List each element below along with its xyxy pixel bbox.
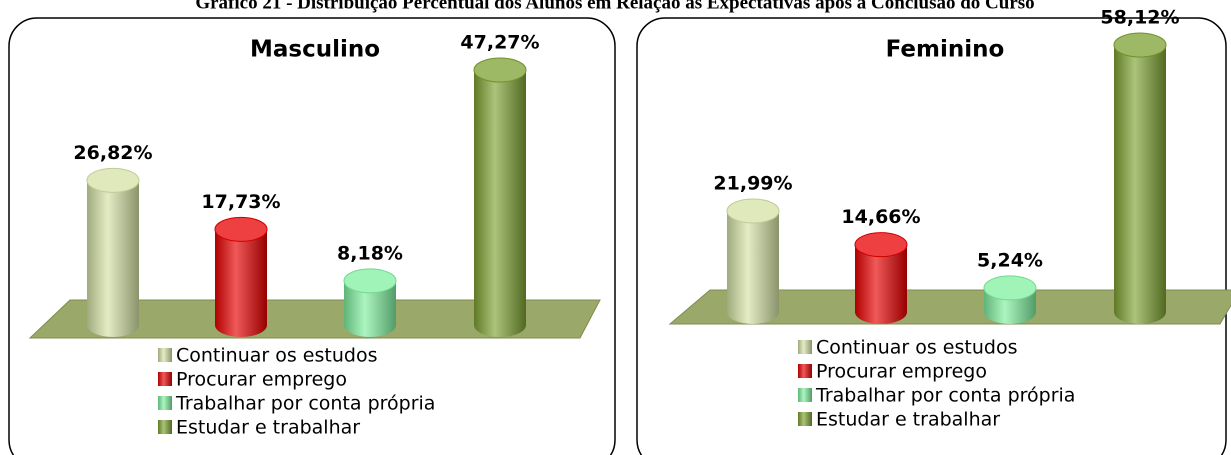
legend-label: Trabalhar por conta própria <box>175 393 435 415</box>
value-label: 14,66% <box>841 206 920 228</box>
legend-swatch <box>158 396 172 410</box>
value-label: 26,82% <box>73 142 152 164</box>
legend-swatch <box>158 372 172 386</box>
legend-label: Procurar emprego <box>816 361 987 383</box>
floor <box>28 299 601 339</box>
bar-top <box>214 216 268 242</box>
bar-top <box>854 232 908 258</box>
value-label: 5,24% <box>977 249 1043 271</box>
value-label: 21,99% <box>713 172 792 194</box>
legend-label: Continuar os estudos <box>176 345 377 367</box>
legend-label: Estudar e trabalhar <box>816 409 1000 431</box>
bar-top <box>726 198 780 224</box>
bar-top <box>983 275 1037 301</box>
value-label: 58,12% <box>1100 7 1179 29</box>
legend-swatch <box>158 420 172 434</box>
floor <box>668 289 1231 325</box>
value-label: 8,18% <box>337 242 403 264</box>
bar <box>215 229 267 325</box>
value-label: 17,73% <box>201 191 280 213</box>
bar <box>1114 45 1166 312</box>
legend-swatch <box>798 412 812 426</box>
main-title: Gráfico 21 - Distribuição Percentual dos… <box>195 0 1034 13</box>
panel-frame <box>636 17 1227 455</box>
bar-top <box>86 167 140 193</box>
legend-label: Continuar os estudos <box>816 337 1017 359</box>
bar <box>87 180 139 325</box>
panel-title: Feminino <box>886 37 1005 63</box>
bar <box>474 70 526 325</box>
legend-swatch <box>158 348 172 362</box>
legend-swatch <box>798 388 812 402</box>
legend-label: Trabalhar por conta própria <box>815 385 1075 407</box>
legend-swatch <box>798 364 812 378</box>
legend-label: Procurar emprego <box>176 369 347 391</box>
bar <box>727 210 779 312</box>
value-label: 47,27% <box>460 32 539 54</box>
legend-label: Estudar e trabalhar <box>176 417 360 439</box>
bar-top <box>343 268 397 294</box>
panel-frame <box>8 17 616 455</box>
bar-top <box>473 57 527 83</box>
bar-top <box>1113 32 1167 58</box>
panel-title: Masculino <box>250 37 380 63</box>
legend-swatch <box>798 340 812 354</box>
